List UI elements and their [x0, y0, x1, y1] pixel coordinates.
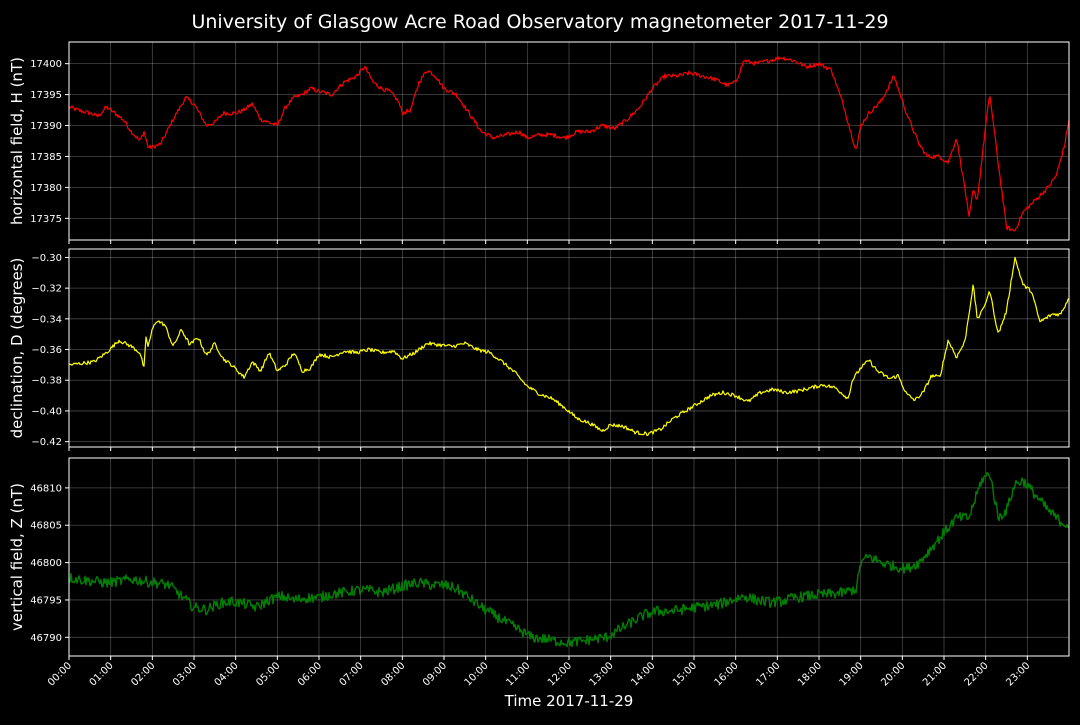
- declination-panel: −0.42 −0.40 −0.38 −0.36 −0.34 −0.32 −0.30 decli…: [8, 248, 1070, 451]
- y-tick-label: 46810: [30, 483, 62, 494]
- declination-series-line: [68, 256, 1070, 437]
- y-tick-label: 46795: [30, 595, 62, 606]
- vertical-field-series-line: [68, 471, 1070, 648]
- y-tick-label: 46790: [30, 633, 62, 644]
- y-tick-label: 17375: [30, 214, 62, 225]
- y-tick-label: 46800: [30, 558, 62, 569]
- y-tick-label: 17395: [30, 90, 62, 101]
- y-tick-label: −0.36: [31, 345, 62, 356]
- y-tick-label: −0.30: [31, 253, 62, 264]
- declination-y-axis-label: declination, D (degrees): [8, 258, 26, 439]
- y-tick-label: −0.40: [31, 406, 62, 417]
- y-tick-label: −0.38: [31, 376, 62, 387]
- y-tick-label: −0.34: [31, 314, 62, 325]
- y-tick-label: −0.32: [31, 284, 62, 295]
- vertical-field-y-axis-label: vertical field, Z (nT): [8, 483, 26, 631]
- horizontal-field-y-axis-label: horizontal field, H (nT): [8, 57, 26, 225]
- horizontal-field-panel: 17375 17380 17385 17390 17395 17400 horizontal…: [8, 41, 1070, 244]
- chart-title: University of Glasgow Acre Road Observat…: [191, 11, 888, 33]
- y-tick-label: 17390: [30, 121, 62, 132]
- y-tick-label: −0.42: [31, 437, 62, 448]
- y-tick-label: 17385: [30, 152, 62, 163]
- x-axis-label: Time 2017-11-29: [504, 692, 634, 710]
- y-tick-label: 17400: [30, 59, 62, 70]
- y-tick-label: 17380: [30, 183, 62, 194]
- horizontal-field-series-line: [68, 56, 1070, 232]
- y-tick-label: 46805: [30, 521, 62, 532]
